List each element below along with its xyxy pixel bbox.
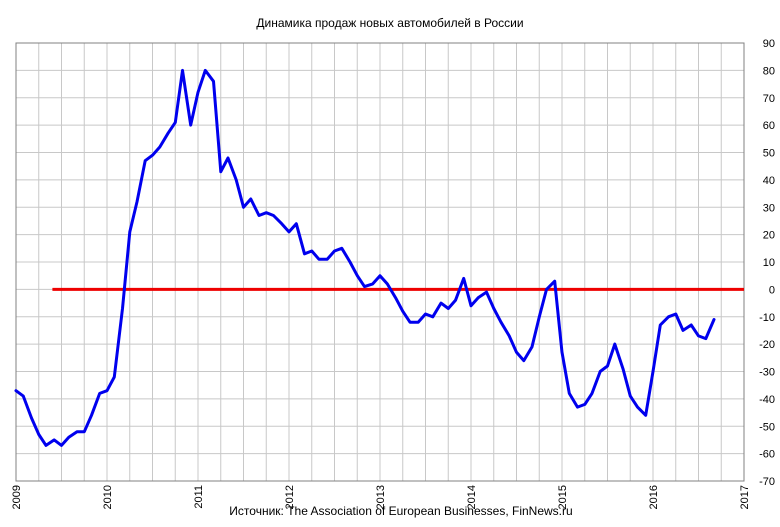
sales-dynamics-line: [14, 68, 716, 447]
y-tick-label: 50: [763, 148, 775, 160]
y-tick-label: 60: [763, 120, 775, 132]
y-tick-label: -20: [759, 339, 775, 351]
x-tick-label: 2017: [739, 485, 751, 509]
y-tick-label: -50: [759, 421, 775, 433]
chart-source: Источник: The Association of European Bu…: [229, 504, 572, 518]
x-tick-label: 2011: [193, 485, 205, 509]
y-tick-label: 30: [763, 202, 775, 214]
x-tick-label: 2014: [466, 485, 478, 509]
grid: [16, 43, 744, 481]
y-tick-label: -30: [759, 367, 775, 379]
y-tick-label: -60: [759, 449, 775, 461]
x-tick-label: 2010: [102, 485, 114, 509]
chart-title: Динамика продаж новых автомобилей в Росс…: [256, 16, 523, 30]
y-axis-ticks: 90 80 70 60 50 40 30 20 10 0 -10 -20 -30 -40 -50 -60 -70: [759, 38, 775, 488]
y-tick-label: 0: [769, 284, 775, 296]
y-tick-label: -40: [759, 394, 775, 406]
y-tick-label: 70: [763, 93, 775, 105]
x-tick-label: 2012: [284, 485, 296, 509]
y-tick-label: 20: [763, 230, 775, 242]
y-tick-label: 10: [763, 257, 775, 269]
x-tick-label: 2016: [648, 485, 660, 509]
x-tick-label: 2015: [557, 485, 569, 509]
y-tick-label: 40: [763, 175, 775, 187]
series-layer: [14, 68, 716, 447]
x-tick-label: 2009: [11, 485, 23, 509]
plot-frame: [15, 42, 745, 482]
y-tick-label: 90: [763, 38, 775, 50]
y-tick-label: -70: [759, 476, 775, 488]
y-tick-label: -10: [759, 312, 775, 324]
y-tick-label: 80: [763, 65, 775, 77]
x-tick-label: 2013: [375, 485, 387, 509]
x-axis-ticks: 2009 2010 2011 2012 2013 2014 2015 2016 2017: [11, 485, 751, 509]
